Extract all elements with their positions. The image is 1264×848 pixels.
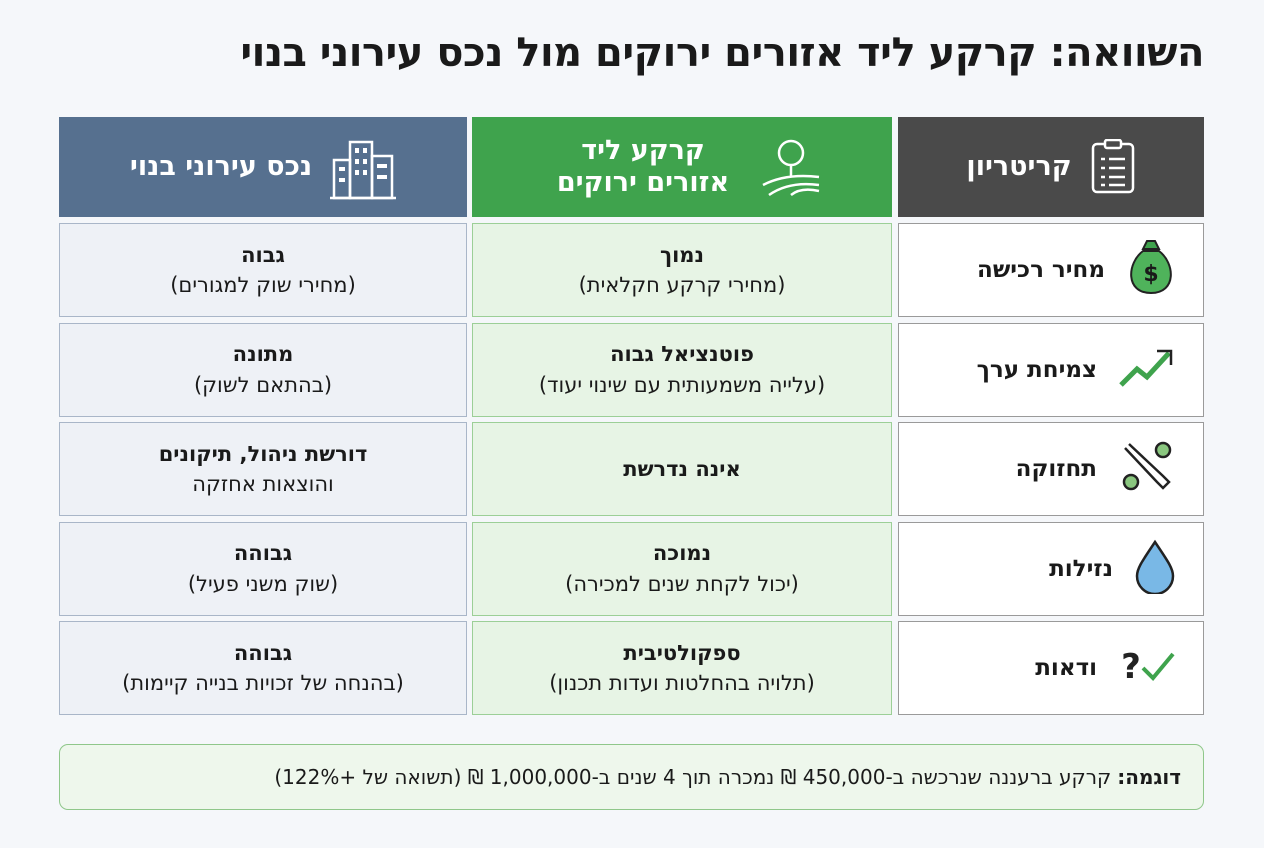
cell-main: ספקולטיבית bbox=[623, 640, 741, 665]
urban-cell: מתונה (בהתאם לשוק) bbox=[59, 322, 467, 417]
header-text: קרקע ליד אזורים ירוקים bbox=[556, 134, 730, 198]
land-cell: אינה נדרשת bbox=[472, 422, 892, 516]
cell-sub: (בהתאם לשוק) bbox=[193, 372, 333, 397]
cell-main: גבוהה bbox=[233, 541, 293, 566]
cell-sub: (מחירי קרקע חקלאית) bbox=[578, 273, 786, 297]
urban-cell: גבוהה (בהנחה של זכויות בנייה קיימות) bbox=[59, 621, 467, 715]
list-icon bbox=[1091, 139, 1134, 194]
land-cell: פוטנציאל גבוה (עלייה משמעותית עם שינוי יע… bbox=[472, 322, 892, 417]
row-icon bbox=[1117, 343, 1177, 397]
criterion-cell: תחזוקה bbox=[898, 422, 1204, 516]
header-criterion: קריטריון bbox=[898, 117, 1204, 217]
cell-sub: והוצאות אחזקה bbox=[192, 472, 334, 496]
urban-cell: דורשת ניהול, תיקונים והוצאות אחזקה bbox=[59, 422, 467, 516]
criterion-text: מחיר רכישה bbox=[977, 257, 1105, 283]
criterion-cell: נזילות bbox=[898, 521, 1204, 616]
example-box: דוגמה: קרקע ברעננה שנרכשה ב-450,000 ₪ נמ… bbox=[59, 744, 1204, 810]
criterion-text: ודאות bbox=[1035, 655, 1097, 681]
cell-sub: (מחירי שוק למגורים) bbox=[170, 273, 356, 297]
cell-sub: (יכול לקחת שנים למכירה) bbox=[565, 571, 799, 596]
example-label: דוגמה: bbox=[1117, 765, 1181, 789]
cell-sub: (בהנחה של זכויות בנייה קיימות) bbox=[122, 671, 404, 695]
urban-cell: גבוהה (שוק משני פעיל) bbox=[59, 521, 467, 616]
criterion-text: תחזוקה bbox=[1015, 456, 1097, 482]
criterion-text: צמיחת ערך bbox=[976, 356, 1097, 383]
header-text: נכס עירוני בנוי bbox=[129, 150, 313, 182]
cell-main: נמוכה bbox=[652, 541, 712, 566]
row-icon: $ bbox=[1125, 237, 1177, 303]
cell-sub: (עלייה משמעותית עם שינוי יעוד) bbox=[538, 372, 826, 397]
cell-main: אינה נדרשת bbox=[623, 456, 741, 481]
cell-main: פוטנציאל גבוה bbox=[610, 342, 754, 367]
cell-main: דורשת ניהול, תיקונים bbox=[158, 441, 368, 466]
urban-cell: גבוה (מחירי שוק למגורים) bbox=[59, 223, 467, 317]
criterion-cell: ? ודאות bbox=[898, 621, 1204, 715]
criterion-cell: צמיחת ערך bbox=[898, 322, 1204, 417]
header-urban: נכס עירוני בנוי bbox=[59, 117, 467, 217]
title: השוואה: קרקע ליד אזורים ירוקים מול נכס ע… bbox=[240, 30, 1204, 76]
cell-main: נמוך bbox=[659, 242, 705, 267]
criterion-text: נזילות bbox=[1049, 555, 1113, 582]
example-text: קרקע ברעננה שנרכשה ב-450,000 ₪ נמכרה תוך… bbox=[274, 765, 1112, 789]
header-text: קריטריון bbox=[966, 150, 1072, 182]
row-icon: ? bbox=[1117, 640, 1177, 696]
svg-text:$: $ bbox=[1143, 262, 1158, 287]
land-cell: נמוך (מחירי קרקע חקלאית) bbox=[472, 223, 892, 317]
header-land: קרקע ליד אזורים ירוקים bbox=[472, 117, 892, 217]
buildings-icon bbox=[330, 140, 397, 200]
cell-sub: (תלויה בהחלטות ועדות תכנון) bbox=[549, 671, 815, 695]
land-cell: ספקולטיבית (תלויה בהחלטות ועדות תכנון) bbox=[472, 621, 892, 715]
cell-main: גבוה bbox=[241, 242, 285, 267]
cell-main: מתונה bbox=[232, 342, 294, 367]
criterion-cell: $ מחיר רכישה bbox=[898, 223, 1204, 317]
field-icon bbox=[762, 139, 820, 197]
cell-sub: (שוק משני פעיל) bbox=[187, 571, 339, 596]
svg-text:?: ? bbox=[1121, 647, 1141, 687]
land-cell: נמוכה (יכול לקחת שנים למכירה) bbox=[472, 521, 892, 616]
row-icon bbox=[1117, 436, 1177, 502]
row-icon bbox=[1133, 538, 1177, 600]
cell-main: גבוהה bbox=[233, 640, 293, 665]
